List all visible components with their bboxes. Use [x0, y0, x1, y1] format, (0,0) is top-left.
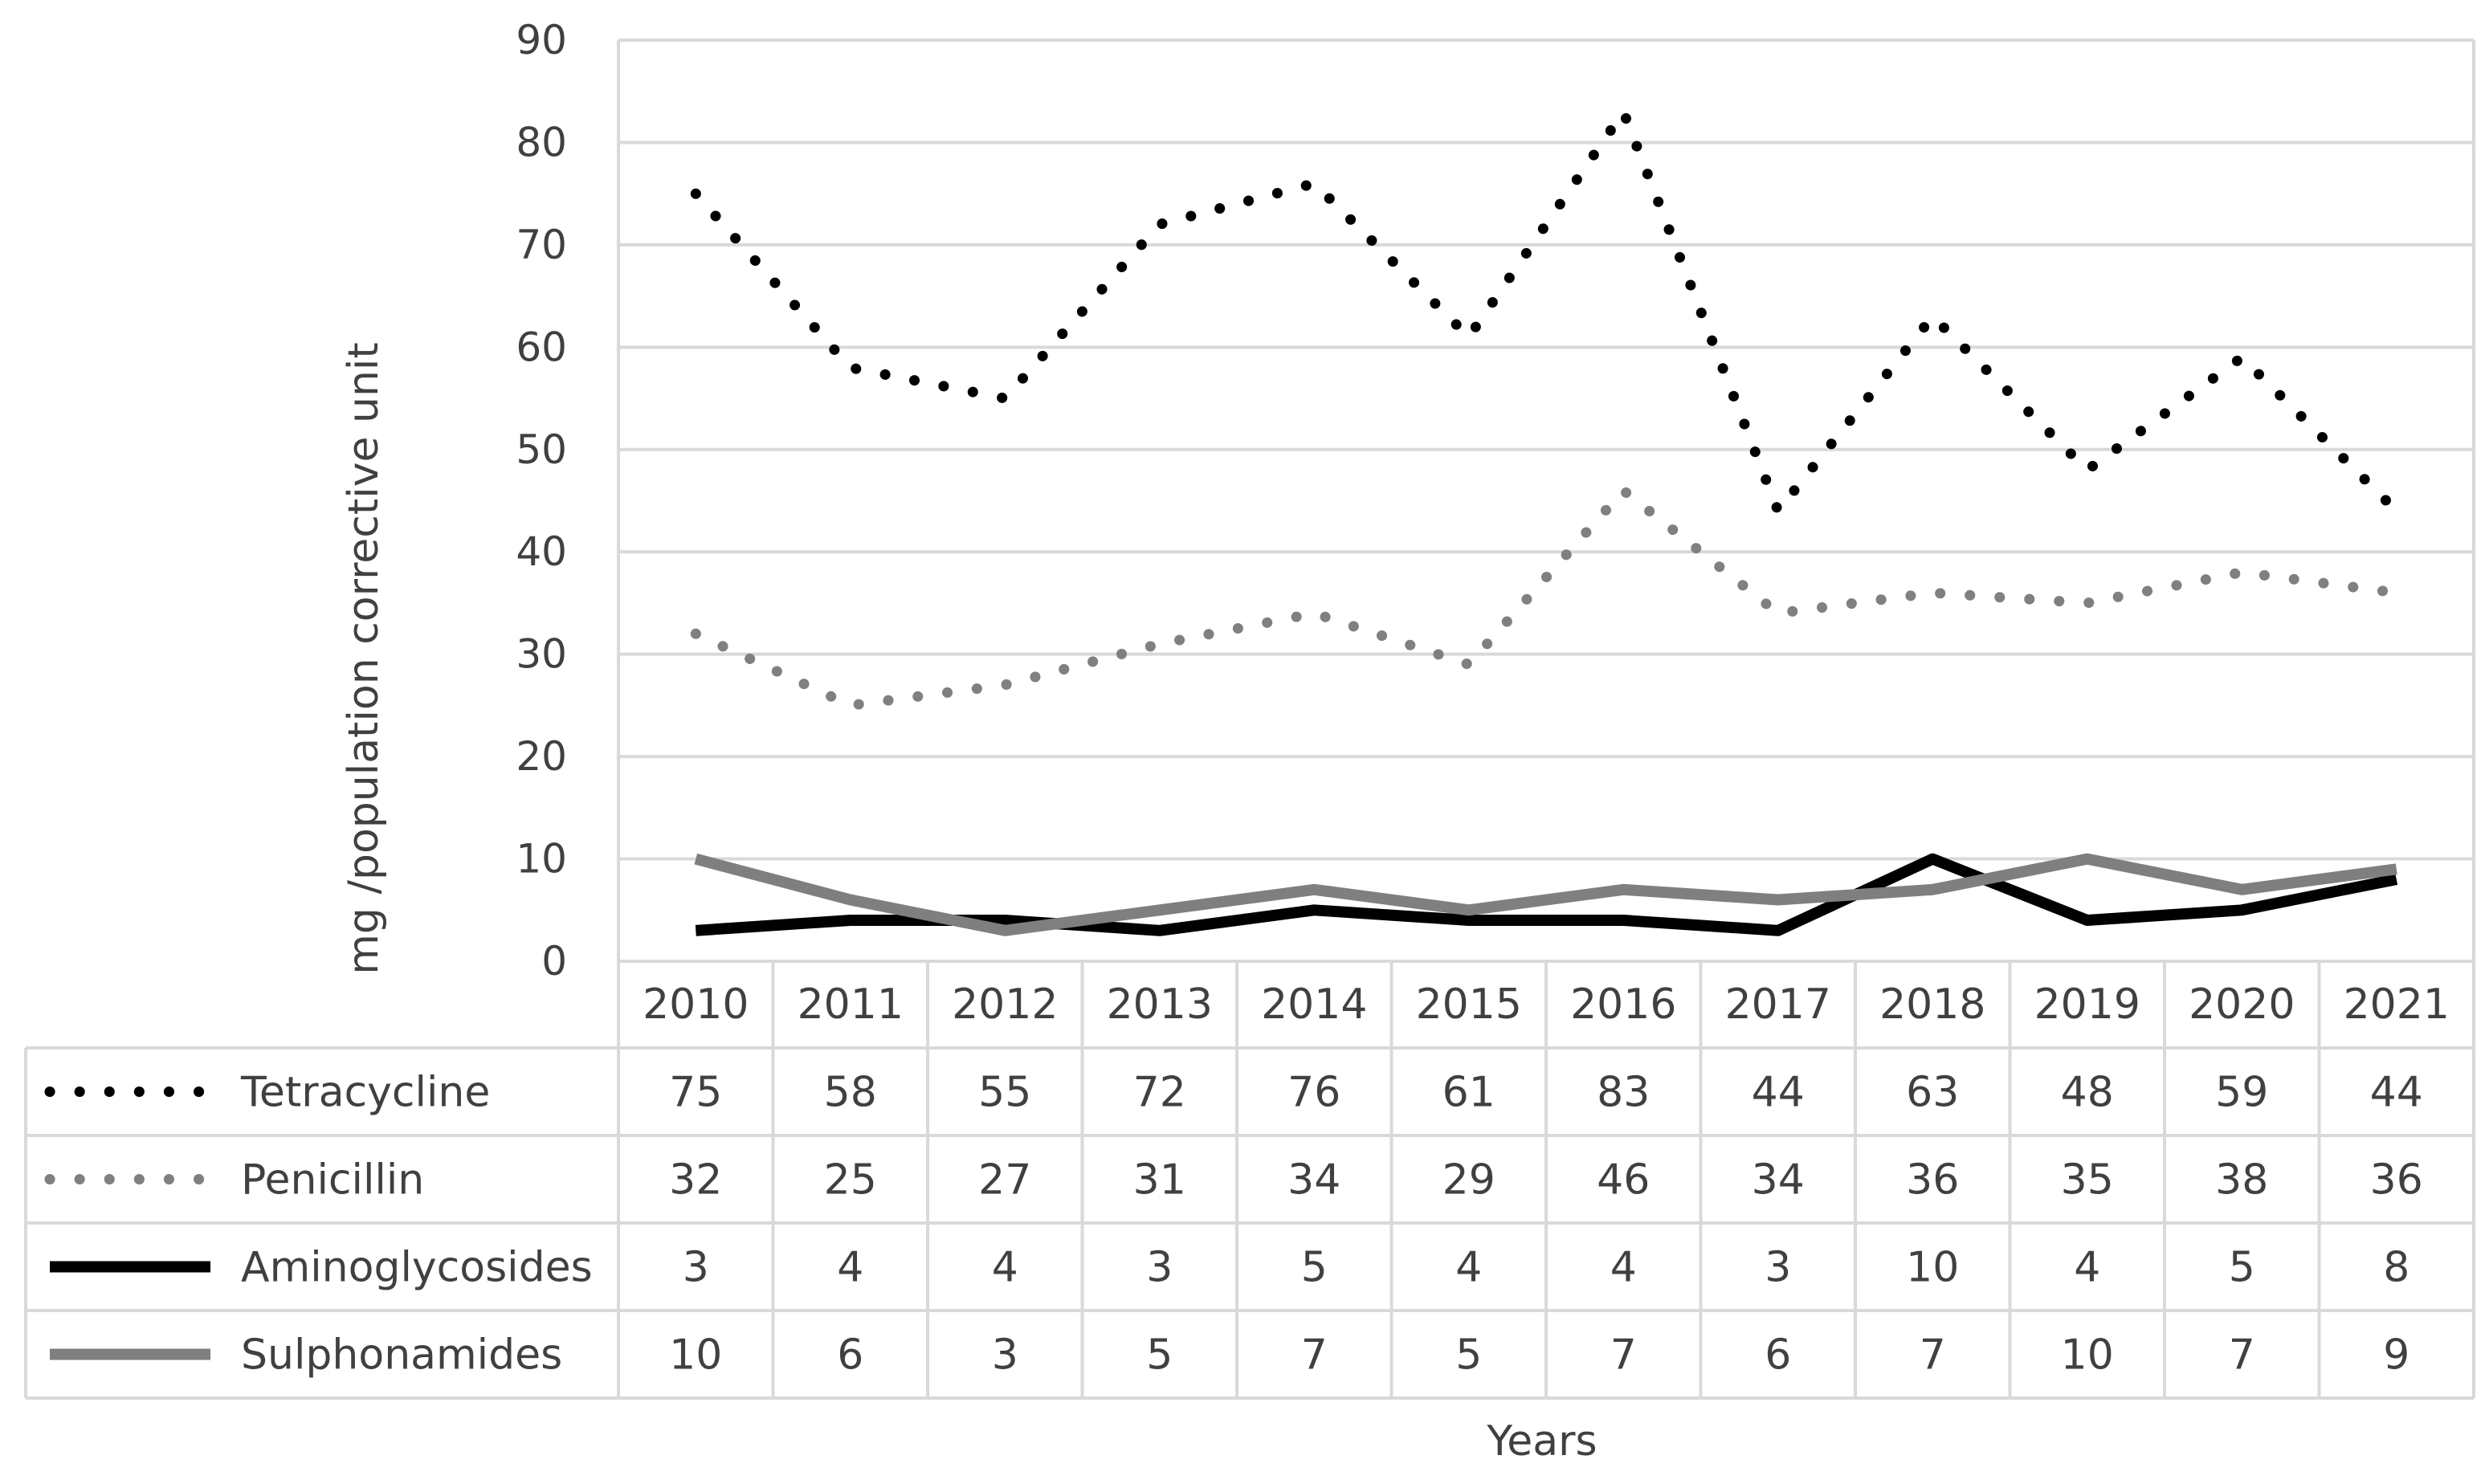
y-tick-label: 20 — [516, 733, 567, 780]
x-tick-label: 2020 — [2189, 980, 2295, 1029]
series-line — [690, 483, 2402, 711]
table-cell-value: 36 — [2370, 1156, 2423, 1205]
data-table: 2010 2011 2012 2013 2014 2015 2016 2017 2018 2019… — [24, 961, 2475, 1400]
table-cell-value: 9 — [2383, 1331, 2409, 1380]
legend-entry: Penicillin — [241, 1156, 424, 1205]
table-cell-value: 38 — [2215, 1156, 2268, 1205]
table-cell-value: 29 — [1442, 1156, 1495, 1205]
table-cell-value: 55 — [978, 1069, 1031, 1117]
y-tick-label: 80 — [516, 119, 567, 165]
y-tick-label: 60 — [516, 324, 567, 370]
x-tick-label: 2019 — [2034, 980, 2140, 1029]
y-tick-label: 90 — [516, 17, 567, 63]
x-axis-label: Years — [1486, 1417, 1597, 1466]
table-cell-value: 4 — [837, 1244, 863, 1292]
gridlines — [617, 39, 2475, 963]
table-cell-value: 34 — [1752, 1156, 1805, 1205]
x-tick-label: 2013 — [1107, 980, 1213, 1029]
table-cell-value: 31 — [1133, 1156, 1186, 1205]
table-cell-value: 10 — [669, 1331, 722, 1380]
table-cell-value: 3 — [1765, 1244, 1791, 1292]
table-cell-value: 46 — [1597, 1156, 1650, 1205]
table-cell-value: 32 — [669, 1156, 722, 1205]
table-cell-value: 7 — [1920, 1331, 1946, 1380]
series-lines — [690, 100, 2402, 936]
x-tick-label: 2018 — [1879, 980, 1985, 1029]
table-cell-value: 8 — [2383, 1244, 2409, 1292]
x-tick-label: 2012 — [952, 980, 1058, 1029]
table-cell-value: 72 — [1133, 1069, 1186, 1117]
table-cell-value: 5 — [1301, 1244, 1328, 1292]
table-cell-value: 58 — [824, 1069, 877, 1117]
x-tick-label: 2011 — [798, 980, 904, 1029]
table-cell-value: 4 — [992, 1244, 1018, 1292]
table-cell-value: 7 — [1301, 1331, 1328, 1380]
table-cell-value: 34 — [1287, 1156, 1340, 1205]
series-line — [694, 853, 2397, 936]
x-tick-label: 2015 — [1416, 980, 1522, 1029]
y-axis-label: mg /population corrective unit — [340, 342, 388, 975]
table-cell-value: 5 — [2229, 1244, 2255, 1292]
table-cell-value: 75 — [669, 1069, 722, 1117]
table-cell-value: 25 — [824, 1156, 877, 1205]
table-cell-value: 4 — [1610, 1244, 1637, 1292]
table-cell-value: 61 — [1442, 1069, 1495, 1117]
table-cell-value: 27 — [978, 1156, 1031, 1205]
x-tick-label: 2014 — [1261, 980, 1367, 1029]
y-tick-label: 10 — [516, 836, 567, 883]
table-cell-value: 35 — [2061, 1156, 2114, 1205]
y-tick-label: 50 — [516, 426, 567, 473]
y-axis-ticks: 0 10 20 30 40 50 60 70 80 90 — [516, 17, 567, 985]
legend-entry: Sulphonamides — [241, 1331, 562, 1380]
x-tick-label: 2017 — [1725, 980, 1831, 1029]
table-cell-value: 76 — [1287, 1069, 1340, 1117]
table-cell-value: 44 — [2370, 1069, 2423, 1117]
x-tick-label: 2016 — [1570, 980, 1676, 1029]
table-cell-value: 3 — [1146, 1244, 1173, 1292]
table-cell-value: 10 — [2061, 1331, 2114, 1380]
legend-entry: Tetracycline — [240, 1069, 490, 1117]
x-tick-label: 2010 — [643, 980, 749, 1029]
table-cell-value: 48 — [2061, 1069, 2114, 1117]
table-cell-value: 3 — [992, 1331, 1018, 1380]
table-cell-value: 10 — [1906, 1244, 1959, 1292]
table-cell-value: 5 — [1455, 1331, 1482, 1380]
table-cell-value: 4 — [2074, 1244, 2100, 1292]
y-tick-label: 70 — [516, 222, 567, 268]
table-cell-value: 6 — [837, 1331, 863, 1380]
table-cell-value: 7 — [1610, 1331, 1637, 1380]
table-cell-value: 83 — [1597, 1069, 1650, 1117]
table-cell-value: 5 — [1146, 1331, 1173, 1380]
x-tick-label: 2021 — [2344, 980, 2450, 1029]
table-cell-value: 6 — [1765, 1331, 1791, 1380]
table-cell-value: 59 — [2215, 1069, 2268, 1117]
table-cell-value: 63 — [1906, 1069, 1959, 1117]
table-cell-value: 44 — [1752, 1069, 1805, 1117]
series-line — [690, 100, 2402, 522]
table-cell-value: 4 — [1455, 1244, 1482, 1292]
y-tick-label: 0 — [541, 938, 567, 985]
y-tick-label: 40 — [516, 528, 567, 575]
table-cell-value: 7 — [2229, 1331, 2255, 1380]
table-cell-value: 3 — [683, 1244, 709, 1292]
y-tick-label: 30 — [516, 631, 567, 678]
legend-entry: Aminoglycosides — [241, 1244, 593, 1292]
table-cell-value: 36 — [1906, 1156, 1959, 1205]
